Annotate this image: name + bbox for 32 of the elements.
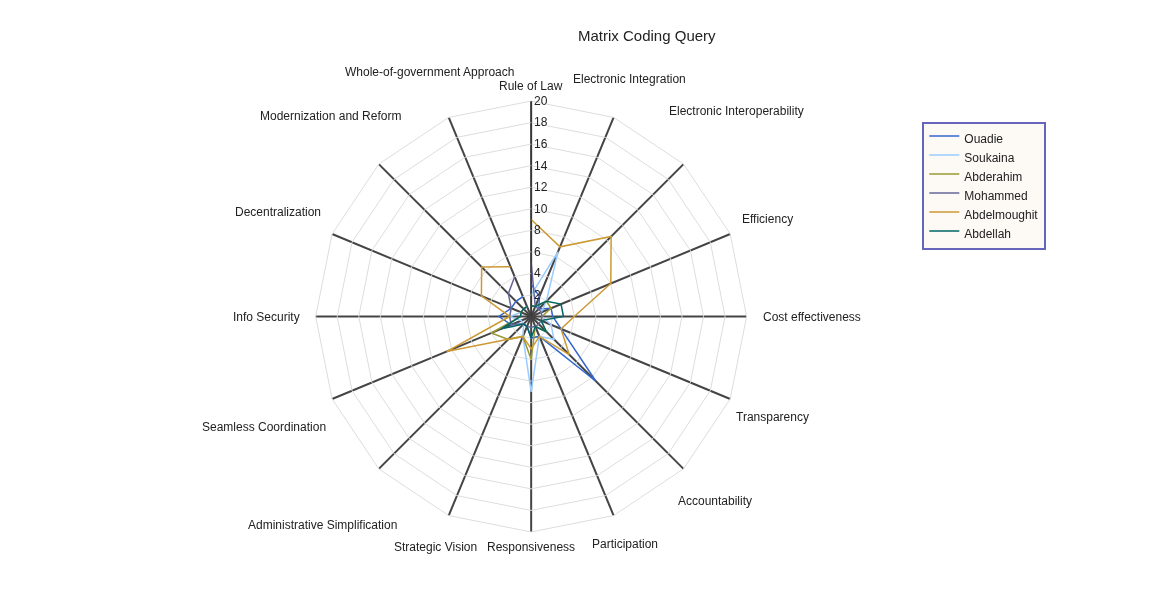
y-tick-label: 6 [534,244,542,259]
y-tick-label: 12 [534,180,548,195]
spoke-label: Info Security [233,310,300,324]
y-tick-label: 8 [534,223,542,238]
spoke-label: Seamless Coordination [202,420,327,434]
legend-label: Abdelmoughit [964,207,1039,222]
y-tick-label: 20 [534,93,548,108]
spoke-label: Strategic Vision [394,540,478,554]
legend-label: Mohammed [964,188,1028,203]
legend-label: Ouadie [964,131,1004,146]
spoke-label: Decentralization [235,205,322,219]
legend-label: Soukaina [964,150,1015,165]
legend-label: Abderahim [964,169,1023,184]
spoke-label: Accountability [678,494,753,508]
spoke-label: Cost effectiveness [763,310,861,324]
y-tick-label: 16 [534,137,548,152]
spoke-label: Efficiency [742,212,794,226]
spoke-label: Whole-of-government Approach [345,65,515,79]
y-tick-label: 4 [534,266,542,281]
y-tick-label: 14 [534,158,548,173]
y-tick-label: 18 [534,115,548,130]
spoke-label: Transparency [736,410,809,424]
spoke-label: Responsiveness [487,540,576,554]
spoke-label: Rule of Law [499,79,563,93]
spoke-label: Electronic Integration [573,72,686,86]
spoke-label: Modernization and Reform [260,109,402,123]
spoke-label: Administrative Simplification [248,518,398,532]
spoke-label: Participation [592,537,659,551]
legend-label: Abdellah [964,226,1012,241]
spoke-label: Electronic Interoperability [669,104,804,118]
y-tick-label: 10 [534,201,548,216]
chart-title: Matrix Coding Query [578,27,717,45]
